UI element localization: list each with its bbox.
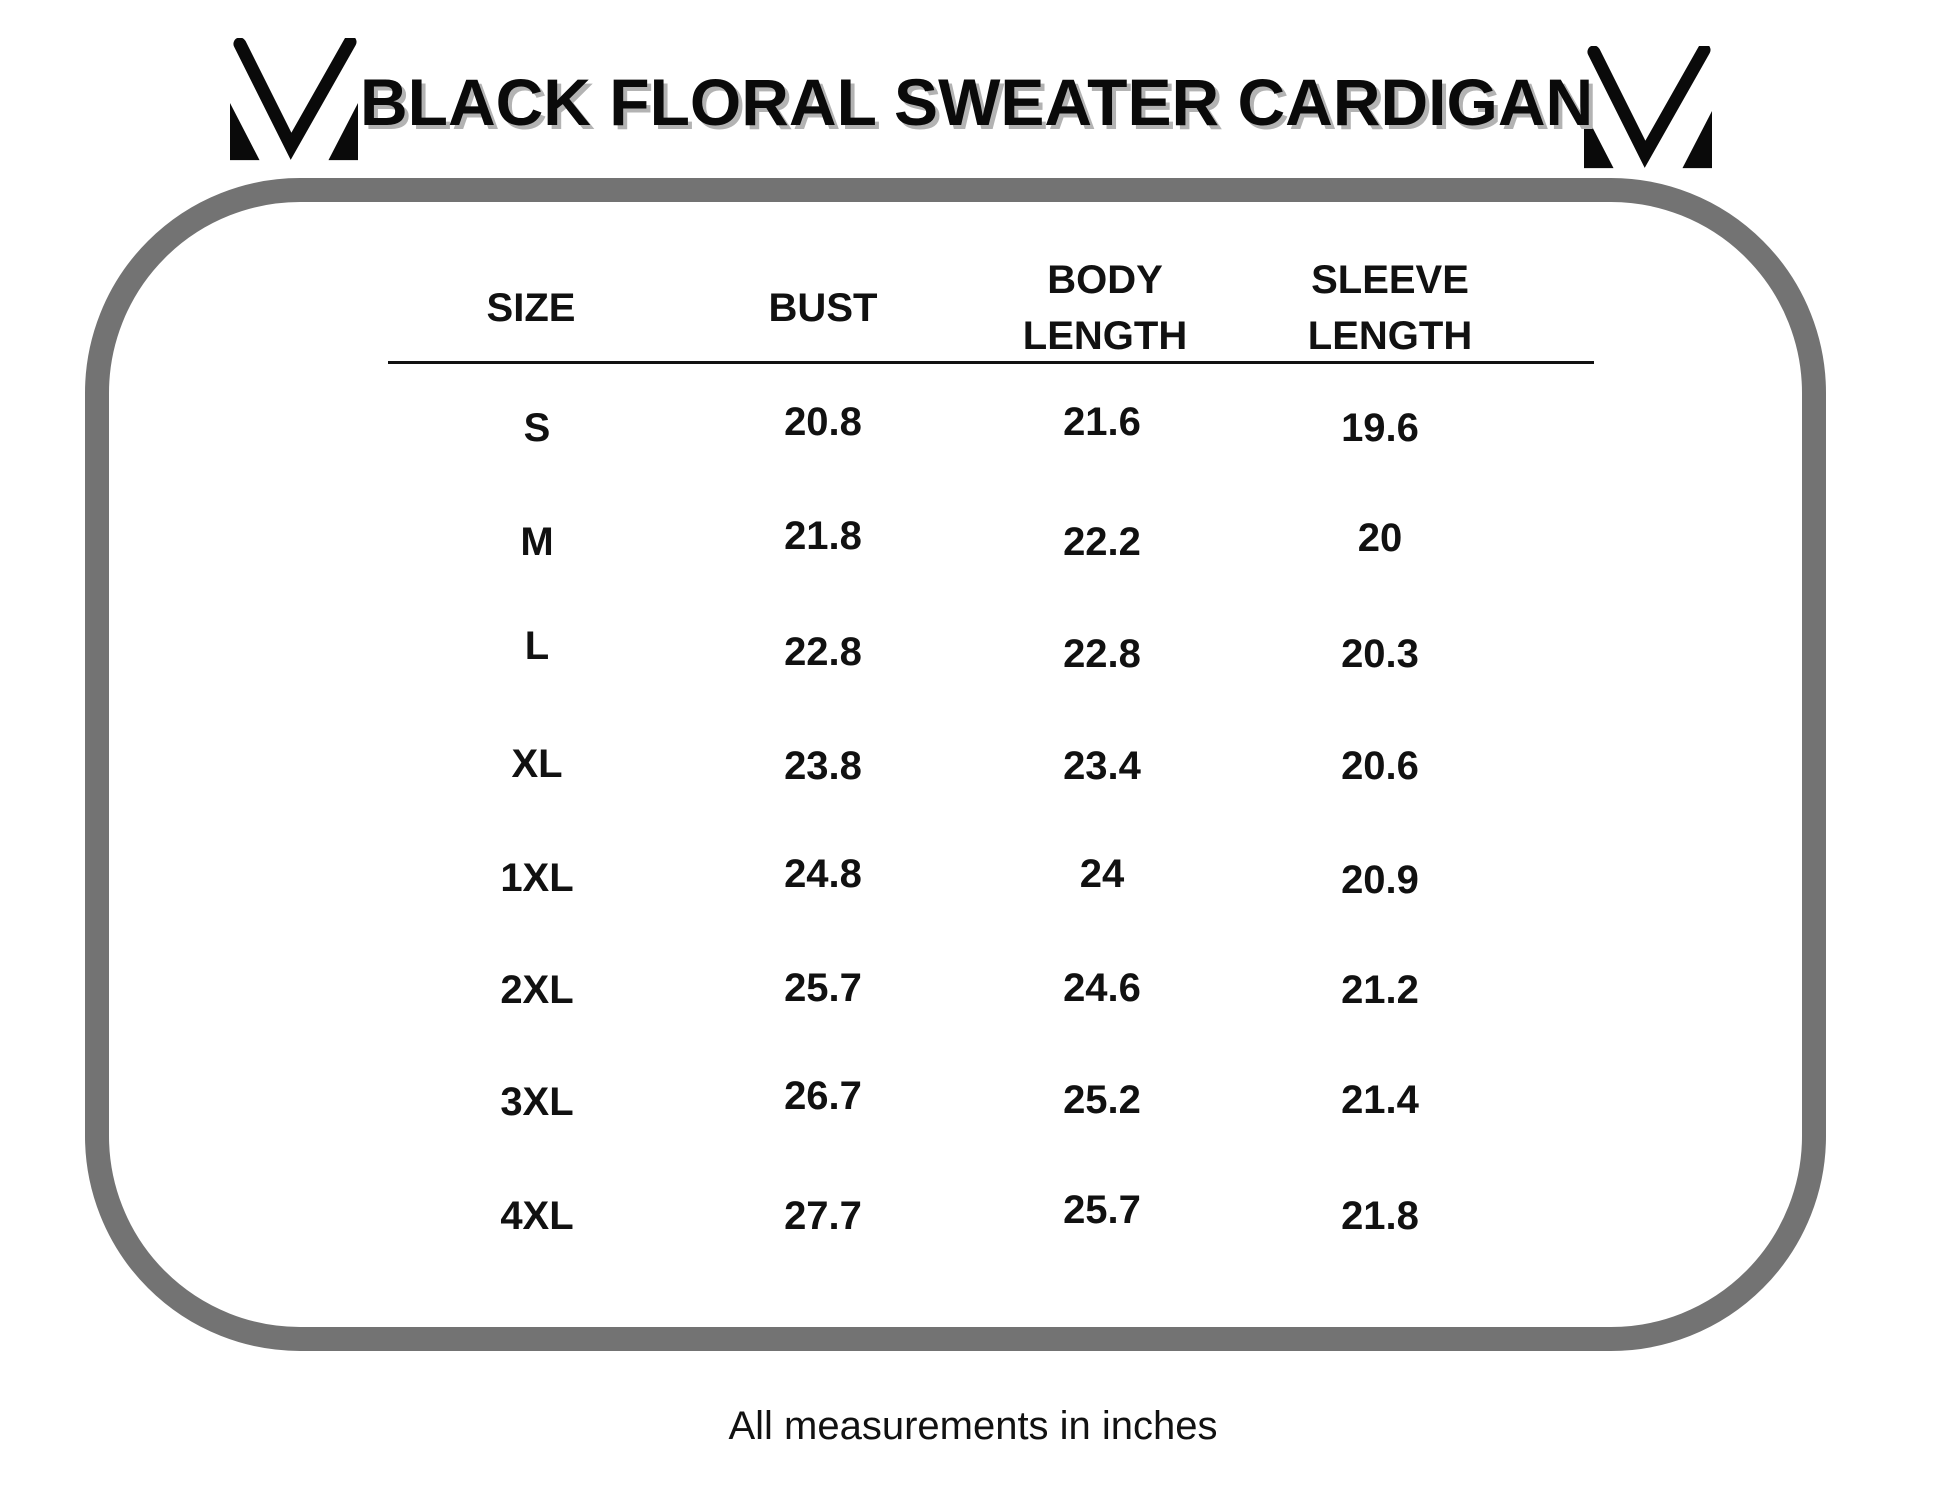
cell-body-length: 24.6 — [1063, 966, 1141, 1010]
header-body-length: BODY LENGTH — [1000, 252, 1210, 364]
cell-body-length: 21.6 — [1063, 400, 1141, 444]
cell-size: 4XL — [500, 1194, 574, 1238]
cell-bust: 24.8 — [784, 852, 862, 896]
measurement-footnote: All measurements in inches — [728, 1404, 1218, 1448]
cell-body-length: 23.4 — [1063, 744, 1141, 788]
cell-size: 3XL — [500, 1080, 574, 1124]
cell-bust: 23.8 — [784, 744, 862, 788]
v-monogram-icon — [230, 38, 358, 161]
cell-sleeve-length: 21.4 — [1341, 1078, 1419, 1122]
cell-body-length: 22.2 — [1063, 520, 1141, 564]
cell-bust: 22.8 — [784, 630, 862, 674]
header-bust: BUST — [768, 286, 878, 330]
cell-size: M — [520, 520, 554, 564]
header-divider — [388, 361, 1594, 364]
cell-sleeve-length: 20.6 — [1341, 744, 1419, 788]
header-size: SIZE — [486, 286, 576, 330]
cell-bust: 25.7 — [784, 966, 862, 1010]
header-sleeve-length-line1: SLEEVE — [1311, 258, 1469, 302]
cell-bust: 21.8 — [784, 514, 862, 558]
header-body-length-line2: LENGTH — [1022, 314, 1188, 358]
v-monogram-icon — [1584, 46, 1712, 169]
cell-size: L — [524, 624, 550, 668]
cell-sleeve-length: 20.9 — [1341, 858, 1419, 902]
cell-size: 1XL — [500, 856, 574, 900]
cell-sleeve-length: 21.8 — [1341, 1194, 1419, 1238]
v-monogram-icon-left — [228, 38, 360, 166]
cell-body-length: 25.7 — [1063, 1188, 1141, 1232]
cell-body-length: 22.8 — [1063, 632, 1141, 676]
cell-bust: 27.7 — [784, 1194, 862, 1238]
cell-body-length: 25.2 — [1063, 1078, 1141, 1122]
page-title: BLACK FLORAL SWEATER CARDIGAN — [360, 65, 1594, 139]
v-monogram-icon-right — [1582, 46, 1714, 174]
cell-size: 2XL — [500, 968, 574, 1012]
cell-size: S — [523, 406, 551, 450]
cell-sleeve-length: 20.3 — [1341, 632, 1419, 676]
header-body-length-line1: BODY — [1047, 258, 1163, 302]
cell-body-length: 24 — [1079, 852, 1125, 896]
cell-sleeve-length: 20 — [1357, 516, 1403, 560]
cell-bust: 26.7 — [784, 1074, 862, 1118]
cell-sleeve-length: 21.2 — [1341, 968, 1419, 1012]
cell-size: XL — [511, 742, 563, 786]
cell-sleeve-length: 19.6 — [1341, 406, 1419, 450]
header-sleeve-length-line2: LENGTH — [1307, 314, 1473, 358]
size-chart-card — [85, 178, 1826, 1351]
cell-bust: 20.8 — [784, 400, 862, 444]
header-sleeve-length: SLEEVE LENGTH — [1285, 252, 1495, 364]
